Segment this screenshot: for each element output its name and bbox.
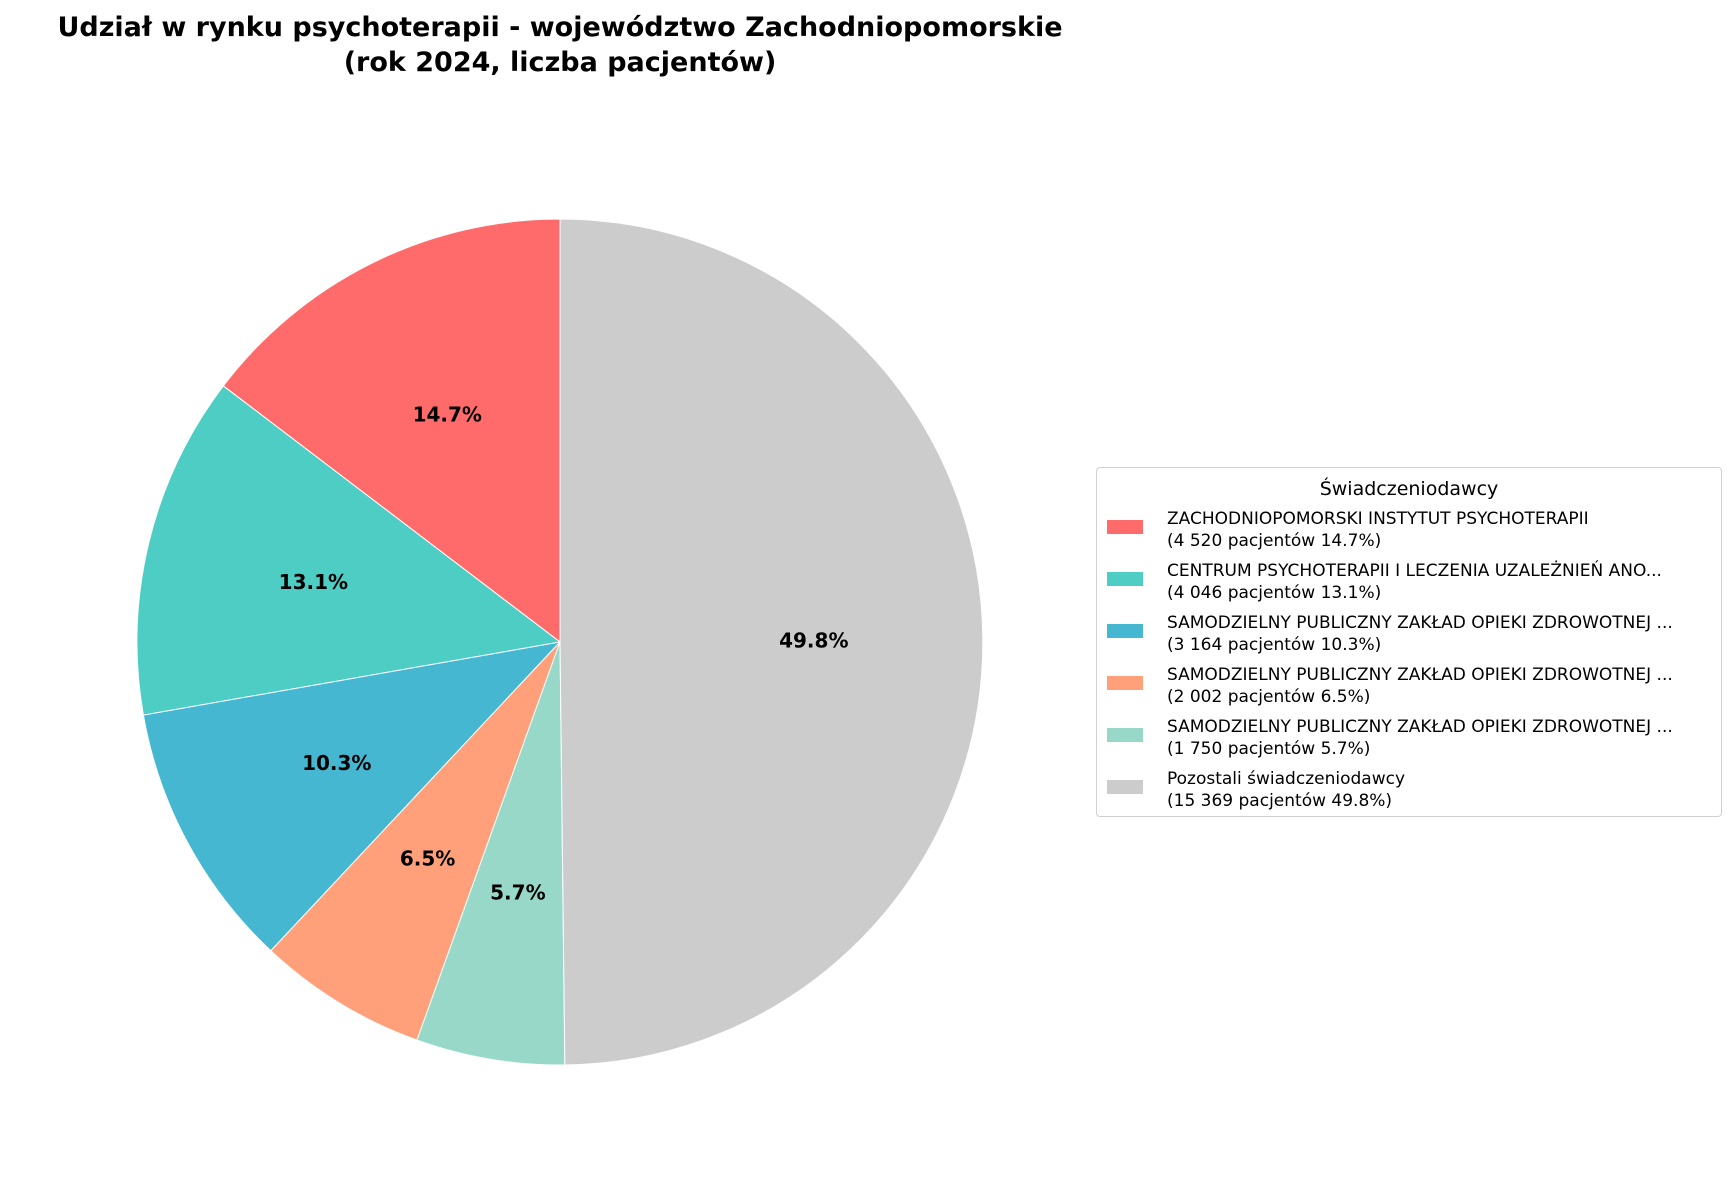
legend-detail: (4 520 pacjentów 14.7%) [1167, 531, 1382, 551]
legend-label: SAMODZIELNY PUBLICZNY ZAKŁAD OPIEKI ZDRO… [1167, 613, 1673, 633]
slice-percent-label: 6.5% [400, 847, 455, 871]
pie-slices [136, 218, 984, 1066]
legend-text: SAMODZIELNY PUBLICZNY ZAKŁAD OPIEKI ZDRO… [1167, 716, 1673, 760]
legend-entry: CENTRUM PSYCHOTERAPII I LECZENIA UZALEŻN… [1107, 560, 1713, 608]
legend-swatch [1107, 520, 1143, 534]
legend-label: CENTRUM PSYCHOTERAPII I LECZENIA UZALEŻN… [1167, 561, 1662, 581]
pie-slice [136, 385, 562, 716]
slice-percent-label: 13.1% [279, 570, 348, 594]
legend-text: CENTRUM PSYCHOTERAPII I LECZENIA UZALEŻN… [1167, 560, 1662, 604]
pie-slice [270, 641, 561, 1041]
slice-percent-label: 14.7% [413, 403, 482, 427]
legend-entry: SAMODZIELNY PUBLICZNY ZAKŁAD OPIEKI ZDRO… [1107, 716, 1713, 764]
legend-swatch [1107, 624, 1143, 638]
legend-title: Świadczeniodawcy [1319, 478, 1499, 500]
legend-entry: SAMODZIELNY PUBLICZNY ZAKŁAD OPIEKI ZDRO… [1107, 664, 1713, 712]
legend-detail: (4 046 pacjentów 13.1%) [1167, 583, 1382, 603]
legend-label: SAMODZIELNY PUBLICZNY ZAKŁAD OPIEKI ZDRO… [1167, 665, 1673, 685]
pie-slice [142, 641, 562, 952]
chart-subtitle: (rok 2024, liczba pacjentów) [343, 47, 777, 78]
pie-percent-labels: 14.7% 13.1% 10.3% 6.5% 5.7% 49.8% [279, 403, 849, 905]
legend: Świadczeniodawcy ZACHODNIOPOMORSKI INSTY… [1096, 467, 1722, 817]
legend-text: Pozostali świadczeniodawcy (15 369 pacje… [1167, 768, 1405, 812]
legend-swatch [1107, 572, 1143, 586]
legend-text: ZACHODNIOPOMORSKI INSTYTUT PSYCHOTERAPII… [1167, 508, 1589, 552]
legend-entry: SAMODZIELNY PUBLICZNY ZAKŁAD OPIEKI ZDRO… [1107, 612, 1713, 660]
legend-swatch [1107, 728, 1143, 742]
legend-label: SAMODZIELNY PUBLICZNY ZAKŁAD OPIEKI ZDRO… [1167, 717, 1673, 737]
legend-detail: (15 369 pacjentów 49.8%) [1167, 791, 1393, 811]
legend-detail: (3 164 pacjentów 10.3%) [1167, 635, 1382, 655]
legend-entry: ZACHODNIOPOMORSKI INSTYTUT PSYCHOTERAPII… [1107, 508, 1713, 556]
slice-percent-label: 10.3% [302, 751, 371, 775]
legend-entry: Pozostali świadczeniodawcy (15 369 pacje… [1107, 768, 1713, 816]
legend-label: ZACHODNIOPOMORSKI INSTYTUT PSYCHOTERAPII [1167, 509, 1589, 529]
pie-slice [222, 218, 561, 644]
legend-detail: (1 750 pacjentów 5.7%) [1167, 739, 1371, 759]
legend-text: SAMODZIELNY PUBLICZNY ZAKŁAD OPIEKI ZDRO… [1167, 664, 1673, 708]
pie-slice [416, 641, 566, 1066]
pie-slice [559, 218, 984, 1066]
slice-percent-label: 5.7% [490, 880, 545, 904]
chart-title: Udział w rynku psychoterapii - województ… [57, 12, 1063, 43]
legend-label: Pozostali świadczeniodawcy [1167, 769, 1405, 789]
legend-swatch [1107, 676, 1143, 690]
slice-percent-label: 49.8% [779, 629, 848, 653]
legend-detail: (2 002 pacjentów 6.5%) [1167, 687, 1371, 707]
legend-swatch [1107, 780, 1143, 794]
legend-text: SAMODZIELNY PUBLICZNY ZAKŁAD OPIEKI ZDRO… [1167, 612, 1673, 656]
